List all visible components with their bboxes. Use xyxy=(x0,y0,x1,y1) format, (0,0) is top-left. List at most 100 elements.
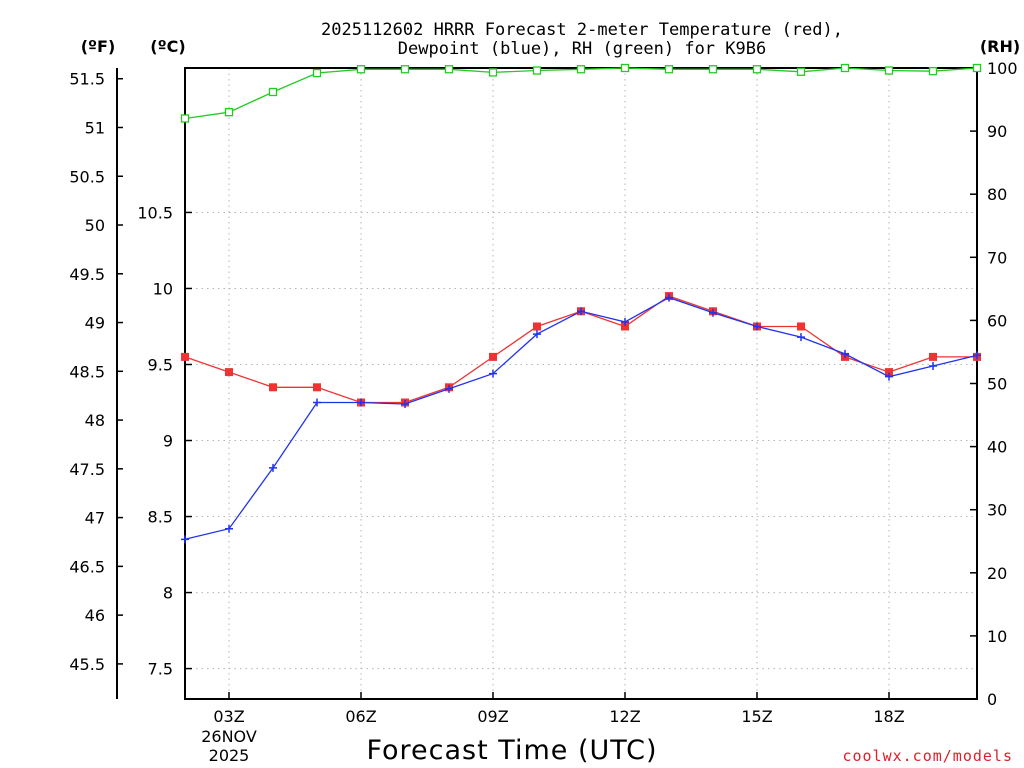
temperature-point-14 xyxy=(797,322,805,331)
dewpoint-point-18 xyxy=(973,351,981,360)
rh-tick-label-7: 70 xyxy=(987,248,1007,267)
rh-tick-label-2: 20 xyxy=(987,564,1007,583)
f-tick-label-2: 46.5 xyxy=(69,557,105,576)
rh-tick-label-10: 100 xyxy=(987,59,1018,78)
dewpoint-point-6 xyxy=(445,384,453,393)
f-tick-label-10: 50.5 xyxy=(69,167,105,186)
dewpoint-point-17 xyxy=(929,362,937,371)
x-axis-label: Forecast Time (UTC) xyxy=(366,735,657,766)
temperature-point-3 xyxy=(313,383,321,392)
f-tick-label-4: 47.5 xyxy=(69,460,105,479)
rh-tick-label-3: 30 xyxy=(987,501,1007,520)
x-tick-label-0: 03Z xyxy=(213,707,244,726)
rh-unit-label: (RH) xyxy=(980,37,1020,56)
temperature-point-17 xyxy=(929,352,937,361)
c-tick-label-6: 10.5 xyxy=(137,203,173,222)
axes: 45.5 46 46.5 47 47.5 48 48.5 49 49.5 50 50.5 51 51.5… xyxy=(69,59,1017,765)
f-tick-label-9: 50 xyxy=(85,216,105,235)
c-tick-label-1: 8 xyxy=(163,584,173,603)
dewpoint-point-2 xyxy=(269,463,277,472)
fahrenheit-unit-label: (ºF) xyxy=(81,37,116,56)
rh-point-10 xyxy=(620,63,630,73)
dewpoint-point-0 xyxy=(181,535,189,544)
rh-point-5 xyxy=(400,65,410,74)
f-tick-label-12: 51.5 xyxy=(69,70,105,89)
dewpoint-point-3 xyxy=(313,398,321,407)
rh-point-8 xyxy=(532,66,542,75)
rh-line xyxy=(184,67,978,120)
rh-tick-label-1: 10 xyxy=(987,627,1007,646)
dewpoint-point-11 xyxy=(665,293,673,302)
dewpoint-point-10 xyxy=(621,317,629,326)
f-tick-label-3: 47 xyxy=(85,509,105,528)
rh-tick-label-4: 40 xyxy=(987,438,1007,457)
rh-point-6 xyxy=(444,65,454,74)
temperature-point-0 xyxy=(181,352,189,361)
dewpoint-point-1 xyxy=(225,524,233,533)
dewpoint-point-13 xyxy=(753,322,761,331)
x-tick-label-2: 09Z xyxy=(477,707,508,726)
x-tick-label-3: 12Z xyxy=(609,707,640,726)
dewpoint-line xyxy=(184,296,978,540)
dewpoint-point-5 xyxy=(401,400,409,409)
c-tick-label-4: 9.5 xyxy=(148,355,173,374)
dewpoint-point-15 xyxy=(841,349,849,358)
rh-tick-label-5: 50 xyxy=(987,375,1007,394)
f-tick-label-1: 46 xyxy=(85,606,105,625)
dewpoint-point-8 xyxy=(533,330,541,339)
rh-point-2 xyxy=(268,87,278,97)
gridlines xyxy=(185,68,977,699)
c-tick-label-5: 10 xyxy=(153,279,173,298)
rh-point-7 xyxy=(488,68,498,77)
rh-point-4 xyxy=(356,65,366,74)
chart-title-line1: 2025112602 HRRR Forecast 2-meter Tempera… xyxy=(321,20,843,40)
rh-point-18 xyxy=(972,63,982,73)
data-series xyxy=(180,63,982,544)
x-tick-sublabel-0-1: 2025 xyxy=(209,746,250,765)
temperature-point-16 xyxy=(885,368,893,377)
temperature-point-8 xyxy=(533,322,541,331)
rh-point-3 xyxy=(312,68,322,78)
dewpoint-point-9 xyxy=(577,307,585,316)
f-tick-label-5: 48 xyxy=(85,411,105,430)
dewpoint-point-12 xyxy=(709,308,717,317)
f-tick-label-11: 51 xyxy=(85,118,105,137)
dewpoint-point-14 xyxy=(797,333,805,342)
c-tick-label-3: 9 xyxy=(163,432,173,451)
rh-tick-label-9: 90 xyxy=(987,122,1007,141)
x-tick-label-5: 18Z xyxy=(873,707,904,726)
temperature-point-1 xyxy=(225,368,233,377)
rh-point-9 xyxy=(576,65,586,74)
f-tick-label-7: 49 xyxy=(85,314,105,333)
dewpoint-point-16 xyxy=(885,372,893,381)
rh-point-11 xyxy=(664,65,674,74)
plot-frame xyxy=(184,67,978,700)
rh-point-1 xyxy=(224,108,234,117)
x-tick-label-1: 06Z xyxy=(345,707,376,726)
rh-tick-label-8: 80 xyxy=(987,185,1007,204)
rh-point-0 xyxy=(180,114,190,123)
rh-point-16 xyxy=(884,66,894,75)
rh-point-14 xyxy=(796,67,806,76)
f-tick-label-0: 45.5 xyxy=(69,655,105,674)
rh-point-13 xyxy=(752,65,762,74)
rh-tick-label-0: 0 xyxy=(987,690,997,709)
credit-text: coolwx.com/models xyxy=(842,747,1013,765)
c-tick-label-0: 7.5 xyxy=(148,660,173,679)
dewpoint-point-7 xyxy=(489,369,497,378)
celsius-unit-label: (ºC) xyxy=(150,37,185,56)
temperature-point-10 xyxy=(621,322,629,331)
f-tick-label-6: 48.5 xyxy=(69,362,105,381)
x-tick-label-4: 15Z xyxy=(741,707,772,726)
x-tick-sublabel-0-0: 26NOV xyxy=(201,727,257,746)
temperature-point-2 xyxy=(269,383,277,392)
dewpoint-point-4 xyxy=(357,398,365,407)
rh-point-15 xyxy=(840,63,850,73)
chart-title-line2: Dewpoint (blue), RH (green) for K9B6 xyxy=(398,39,766,59)
rh-point-12 xyxy=(708,65,718,74)
rh-point-17 xyxy=(928,67,938,76)
temperature-point-7 xyxy=(489,352,497,361)
f-tick-label-8: 49.5 xyxy=(69,265,105,284)
c-tick-label-2: 8.5 xyxy=(148,508,173,527)
